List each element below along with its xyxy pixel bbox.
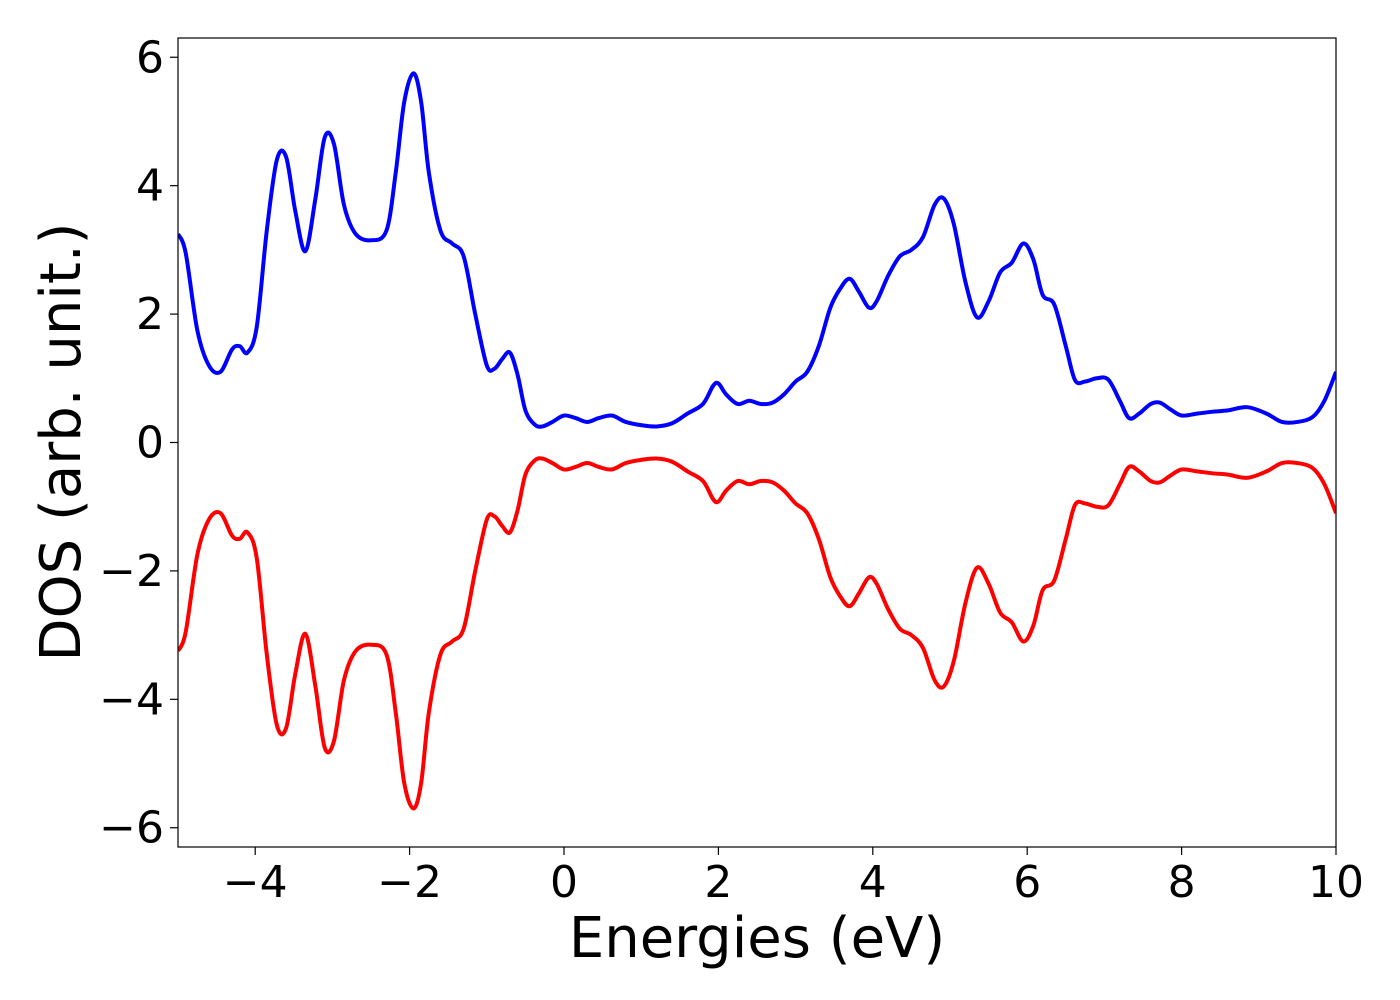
x-tick-label: 10 <box>1308 857 1364 908</box>
y-axis-ticks: −6 −4 −2 0 2 4 6 <box>99 32 178 854</box>
y-tick-label: 2 <box>136 289 164 340</box>
x-tick-label: 2 <box>704 857 732 908</box>
y-tick-label: 6 <box>136 32 164 83</box>
x-tick-label: −2 <box>377 857 442 908</box>
y-tick-label: −2 <box>99 546 164 597</box>
x-axis-label: Energies (eV) <box>569 906 945 971</box>
plot-frame <box>177 37 1337 848</box>
plot-area <box>177 37 1337 848</box>
series-line-0 <box>178 71 1336 429</box>
y-tick-label: 4 <box>136 161 164 212</box>
x-axis-ticks: −4 −2 0 2 4 6 8 10 <box>223 847 1364 908</box>
y-axis-label: DOS (arb. unit.) <box>29 222 94 661</box>
x-tick-label: 6 <box>1013 857 1041 908</box>
series-line-1 <box>178 456 1336 811</box>
x-tick-label: 0 <box>550 857 578 908</box>
y-tick-label: −6 <box>99 803 164 854</box>
series-layer <box>178 71 1336 811</box>
x-tick-label: −4 <box>223 857 288 908</box>
y-tick-label: −4 <box>99 674 164 725</box>
x-tick-label: 4 <box>859 857 887 908</box>
y-tick-label: 0 <box>136 418 164 469</box>
x-tick-label: 8 <box>1168 857 1196 908</box>
